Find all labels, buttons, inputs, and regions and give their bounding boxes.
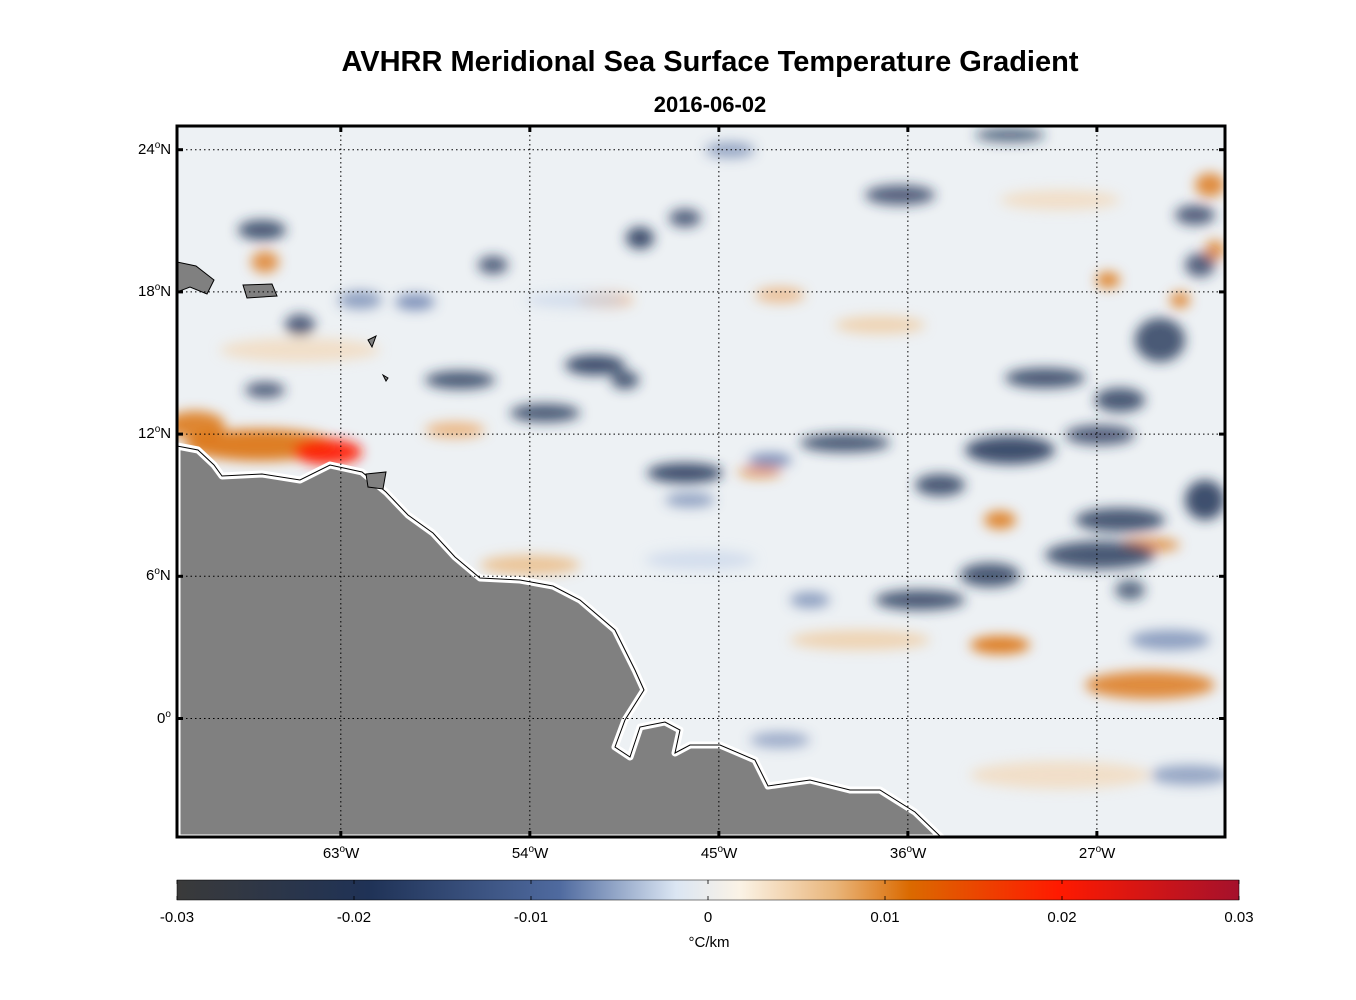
warm-anomaly [1205, 240, 1225, 260]
warm-anomaly [835, 316, 925, 334]
cool-anomaly [525, 292, 625, 308]
puerto-rico-island [242, 283, 278, 299]
cool-anomaly [1185, 253, 1215, 277]
hispaniola-land [177, 261, 215, 295]
antilles-island [381, 373, 389, 382]
cool-anomaly [645, 550, 755, 570]
latitude-tick-label: 6oN [146, 566, 171, 585]
warm-anomaly [738, 466, 782, 478]
warm-anomaly [1085, 671, 1215, 699]
cool-anomaly [750, 732, 810, 748]
cool-anomaly [626, 227, 654, 249]
colorbar-tick-label: 0.01 [870, 909, 900, 926]
land-layer [177, 261, 946, 837]
warm-anomaly [1195, 173, 1225, 197]
gradient-field [177, 128, 1225, 789]
cool-anomaly [748, 453, 792, 467]
warm-anomaly [970, 636, 1030, 654]
cool-anomaly [611, 371, 639, 389]
chart-title: AVHRR Meridional Sea Surface Temperature… [341, 46, 1079, 78]
cool-anomaly [915, 474, 965, 496]
warm-anomaly [1096, 272, 1120, 288]
cool-anomaly [1045, 541, 1155, 569]
warm-anomaly [790, 630, 930, 650]
cool-anomaly [338, 291, 382, 309]
cool-anomaly [865, 185, 935, 205]
cool-anomaly [285, 314, 315, 336]
cool-anomaly [510, 404, 580, 422]
cool-anomaly [1075, 508, 1165, 532]
cool-anomaly [1095, 388, 1145, 412]
cool-anomaly [1130, 630, 1210, 650]
cool-anomaly [395, 294, 435, 310]
cool-anomaly [1150, 765, 1225, 785]
cool-anomaly [875, 590, 965, 610]
cool-anomaly [478, 256, 508, 274]
warm-anomaly [984, 511, 1016, 529]
warm-anomaly [970, 761, 1150, 789]
warm-anomaly [1000, 190, 1120, 210]
cool-anomaly [1005, 368, 1085, 388]
axis-ticks [177, 126, 1225, 837]
warm-anomaly [480, 555, 580, 575]
warm-anomaly [425, 422, 485, 438]
cool-anomaly [790, 592, 830, 608]
plot-frame [175, 124, 1227, 839]
cool-anomaly [1175, 205, 1215, 225]
longitude-tick-label: 36oW [889, 844, 927, 862]
colorbar-tick-label: 0.03 [1224, 909, 1254, 926]
latitude-tick-label: 12oN [138, 424, 172, 443]
warm-anomaly [755, 287, 805, 303]
antilles-island [367, 334, 377, 349]
cool-anomaly [669, 209, 701, 227]
warm-anomaly [251, 251, 279, 273]
cool-anomaly [1135, 318, 1185, 362]
colorbar-unit: °C/km [688, 934, 730, 951]
longitude-tick-label: 27oW [1078, 844, 1116, 862]
cool-anomaly [245, 382, 285, 398]
cool-anomaly [647, 463, 723, 483]
cool-anomaly [1185, 480, 1225, 520]
cool-anomaly [705, 142, 755, 158]
longitude-tick-label: 54oW [511, 844, 549, 862]
colorbar-ticks [176, 880, 1240, 900]
colorbar-tick-label: 0.02 [1047, 909, 1077, 926]
warm-anomaly [177, 411, 225, 439]
colorbar-tick-label: -0.02 [336, 909, 372, 926]
cool-anomaly [1115, 580, 1145, 600]
warm-anomaly [294, 439, 362, 465]
cool-anomaly [665, 493, 715, 507]
chart-subtitle: 2016-06-02 [653, 92, 767, 117]
cool-anomaly [960, 563, 1020, 587]
cool-anomaly [975, 128, 1045, 142]
warm-anomaly [220, 338, 380, 362]
cool-anomaly [565, 355, 625, 375]
cool-anomaly [800, 434, 890, 452]
colorbar-tick-label: 0 [703, 909, 713, 926]
trinidad-island [365, 471, 387, 490]
cool-anomaly [965, 436, 1055, 464]
latitude-tick-label: 18oN [138, 281, 172, 300]
south-america-coastline [177, 445, 942, 837]
longitude-tick-label: 63oW [322, 844, 360, 862]
cool-anomaly [425, 371, 495, 389]
longitude-tick-label: 45oW [700, 844, 738, 862]
colorbar-tick-label: -0.01 [513, 909, 549, 926]
colorbar-tick-label: -0.03 [159, 909, 195, 926]
cool-anomaly [1065, 425, 1135, 445]
warm-anomaly [1170, 292, 1190, 308]
latitude-tick-label: 0o [157, 708, 171, 727]
cool-anomaly [238, 220, 286, 240]
graticule [177, 126, 1225, 837]
latitude-tick-label: 24oN [138, 139, 172, 158]
